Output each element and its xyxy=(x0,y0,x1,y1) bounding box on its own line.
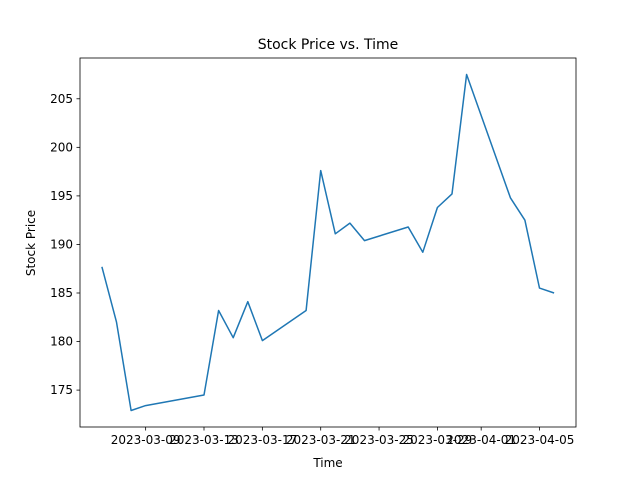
x-tick-label: 2023-03-21 xyxy=(286,433,356,447)
y-tick-label: 200 xyxy=(50,140,73,154)
x-tick-label: 2023-03-25 xyxy=(344,433,414,447)
y-tick-label: 185 xyxy=(50,286,73,300)
x-axis-label: Time xyxy=(312,456,342,470)
x-tick-label: 2023-03-13 xyxy=(169,433,239,447)
x-tick-label: 2023-04-05 xyxy=(505,433,575,447)
y-tick-label: 175 xyxy=(50,383,73,397)
x-tick-label: 2023-03-09 xyxy=(111,433,181,447)
chart-title: Stock Price vs. Time xyxy=(258,37,399,53)
plot-area: 2023-03-092023-03-132023-03-172023-03-21… xyxy=(50,57,577,447)
y-axis-label: Stock Price xyxy=(24,210,38,276)
x-tick-label: 2023-03-17 xyxy=(227,433,297,447)
y-tick-label: 190 xyxy=(50,237,73,251)
y-tick-label: 205 xyxy=(50,92,73,106)
y-tick-label: 180 xyxy=(50,335,73,349)
x-tick-label: 2023-04-01 xyxy=(446,433,516,447)
series-line xyxy=(101,73,555,412)
y-tick-label: 195 xyxy=(50,189,73,203)
x-tick-label: 2023-03-29 xyxy=(403,433,473,447)
axes-frame xyxy=(79,57,577,428)
